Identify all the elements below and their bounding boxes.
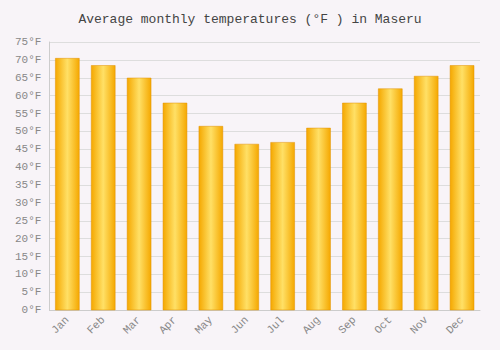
svg-text:Dec: Dec	[444, 314, 466, 336]
svg-text:5°F: 5°F	[22, 286, 42, 298]
svg-text:30°F: 30°F	[15, 197, 41, 209]
svg-text:Nov: Nov	[408, 314, 431, 337]
svg-text:Feb: Feb	[85, 314, 107, 336]
svg-text:65°F: 65°F	[15, 72, 41, 84]
svg-text:Apr: Apr	[157, 314, 179, 336]
svg-text:75°F: 75°F	[15, 36, 41, 48]
svg-text:55°F: 55°F	[15, 108, 41, 120]
svg-text:50°F: 50°F	[15, 125, 41, 137]
svg-text:40°F: 40°F	[15, 161, 41, 173]
svg-text:15°F: 15°F	[15, 251, 41, 263]
svg-text:45°F: 45°F	[15, 143, 41, 155]
svg-text:Oct: Oct	[372, 314, 394, 336]
svg-text:Aug: Aug	[300, 314, 322, 336]
svg-text:Jul: Jul	[264, 314, 286, 336]
svg-text:20°F: 20°F	[15, 233, 41, 245]
svg-text:10°F: 10°F	[15, 268, 41, 280]
svg-text:70°F: 70°F	[15, 54, 41, 66]
svg-text:25°F: 25°F	[15, 215, 41, 227]
svg-text:Average monthly temperatures (: Average monthly temperatures (°F ) in Ma…	[78, 12, 421, 27]
svg-text:Jan: Jan	[49, 314, 71, 336]
svg-text:Sep: Sep	[336, 314, 358, 336]
svg-text:Mar: Mar	[121, 314, 143, 336]
svg-text:May: May	[193, 314, 216, 337]
svg-text:60°F: 60°F	[15, 90, 41, 102]
svg-text:35°F: 35°F	[15, 179, 41, 191]
svg-text:0°F: 0°F	[22, 304, 42, 316]
svg-text:Jun: Jun	[229, 314, 251, 336]
